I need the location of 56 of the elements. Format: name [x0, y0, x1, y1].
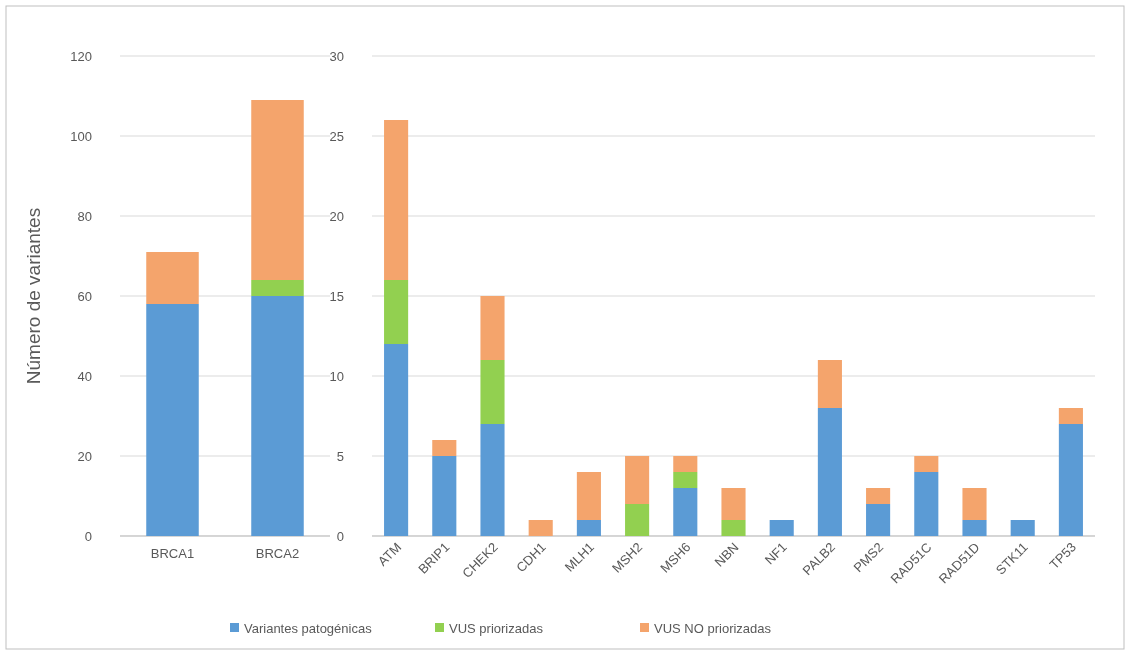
bar	[146, 252, 199, 304]
y-tick-label: 25	[329, 128, 344, 144]
y-tick-label: 30	[329, 48, 344, 64]
y-tick-label: 15	[329, 288, 344, 304]
bar	[432, 440, 457, 456]
x-tick-label: BRCA1	[150, 546, 195, 561]
bar	[146, 304, 199, 536]
y-tick-label: 10	[329, 368, 344, 384]
bar	[625, 456, 650, 504]
bar	[673, 456, 698, 472]
legend-label: VUS NO priorizadas	[654, 620, 772, 636]
bar	[721, 488, 746, 520]
bar	[576, 520, 601, 536]
bar	[769, 520, 794, 536]
y-tick-label: 100	[70, 128, 92, 144]
y-axis-title: Número de variantes	[23, 207, 44, 385]
y-tick-label: 0	[336, 528, 344, 544]
y-tick-label: 5	[336, 448, 344, 464]
bar	[251, 280, 304, 296]
bar	[721, 520, 746, 536]
bar	[480, 360, 505, 424]
bar	[817, 360, 842, 408]
y-tick-label: 40	[77, 368, 92, 384]
bar	[866, 504, 891, 536]
x-tick-label: BRCA2	[255, 546, 300, 561]
bar	[914, 472, 939, 536]
bar	[817, 408, 842, 536]
bar	[251, 100, 304, 280]
bar	[625, 504, 650, 536]
y-tick-label: 120	[70, 48, 92, 64]
y-tick-label: 20	[329, 208, 344, 224]
bar	[528, 520, 553, 536]
bar	[1058, 408, 1083, 424]
y-tick-label: 0	[84, 528, 92, 544]
bar	[576, 472, 601, 520]
bar	[866, 488, 891, 504]
bar	[251, 296, 304, 536]
y-tick-label: 20	[77, 448, 92, 464]
bar	[384, 280, 409, 344]
bar	[673, 472, 698, 488]
legend-label: Variantes patogénicas	[244, 620, 373, 636]
x-tick-label: NF1	[761, 539, 790, 568]
legend-label: VUS priorizadas	[449, 620, 544, 636]
y-tick-label: 60	[77, 288, 92, 304]
bar	[384, 344, 409, 536]
bar	[384, 120, 409, 280]
bar	[673, 488, 698, 536]
bar	[480, 424, 505, 536]
y-tick-label: 80	[77, 208, 92, 224]
bar	[914, 456, 939, 472]
bar	[480, 296, 505, 360]
bar	[962, 488, 987, 520]
bar	[1058, 424, 1083, 536]
bar	[962, 520, 987, 536]
bar	[1010, 520, 1035, 536]
bar	[432, 456, 457, 536]
